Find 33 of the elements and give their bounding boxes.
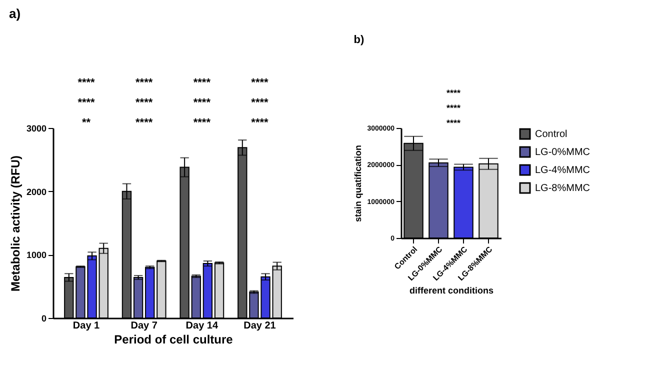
annotation: **** (136, 117, 154, 129)
chart-title: a) (8, 6, 21, 21)
x-tick-label: Day 1 (72, 320, 100, 332)
annotation: ** (82, 117, 92, 129)
y-axis-title: stain quatification (353, 144, 364, 222)
text: **** (78, 97, 96, 109)
text: **** (446, 118, 461, 128)
x-tick-label: Day 21 (244, 320, 276, 332)
legend-label: LG-0%MMC (535, 147, 590, 158)
x-axis-title: different conditions (410, 286, 494, 296)
annotation: **** (251, 117, 270, 129)
text: **** (136, 97, 154, 109)
x-axis-title: Period of cell culture (114, 332, 234, 346)
text: **** (251, 77, 270, 89)
x-tick-label: Day 7 (130, 320, 158, 332)
legend-label: Control (535, 129, 568, 140)
text: **** (446, 88, 461, 98)
legend-label: LG-8%MMC (535, 183, 590, 194)
chart-title: b) (354, 34, 364, 46)
y-axis-title: Metabolic activity (RFU) (8, 155, 22, 292)
y-tick-label: 0 (41, 314, 46, 324)
y-tick-label: 1000 (26, 250, 46, 260)
y-tick-label: 3000 (26, 124, 46, 134)
annotation: **** (193, 117, 212, 129)
text: **** (136, 77, 154, 89)
text: **** (193, 77, 212, 89)
text: **** (251, 97, 270, 109)
legend-label: LG-4%MMC (535, 165, 590, 176)
x-tick-label: Day 14 (186, 320, 218, 332)
text: **** (446, 103, 461, 113)
text: **** (193, 97, 212, 109)
y-tick-label: 2000 (26, 186, 46, 197)
text: **** (78, 77, 96, 89)
